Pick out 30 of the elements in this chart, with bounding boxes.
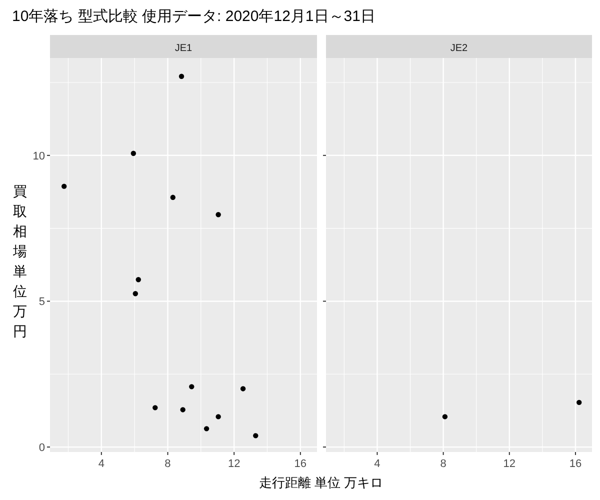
x-tick-label: 12 [228,458,240,470]
point [132,291,138,296]
point [130,150,136,156]
y-tick-label: 0 [38,442,45,454]
point [216,414,221,420]
x-tick-label: 16 [294,458,307,470]
point [189,384,194,390]
point [136,277,141,282]
y-tick-label: 5 [38,296,45,308]
x-tick-label: 8 [440,458,446,470]
point [216,212,221,218]
point [253,433,258,438]
point [170,194,176,200]
chart-subtitle: JE1 [174,43,193,54]
point [152,405,158,410]
x-tick-label: 12 [503,458,516,470]
point [204,426,210,432]
x-axis-title: 走行距離 単位 万キロ [258,475,384,490]
chart-title: 10年落ち 型式比較 使用データ: 2020年12月1日～31日 [12,8,376,25]
point [178,74,184,79]
point [180,407,186,412]
x-tick-label: 16 [569,458,582,470]
y-axis-title: 買取相場単位万円 [12,183,27,339]
y-tick-label: 10 [32,150,45,162]
chart-subtitle: JE2 [450,43,468,54]
x-tick-label: 4 [374,458,380,470]
point [240,386,246,392]
x-tick-label: 4 [98,458,104,470]
point [61,184,67,189]
x-tick-label: 8 [164,458,171,470]
